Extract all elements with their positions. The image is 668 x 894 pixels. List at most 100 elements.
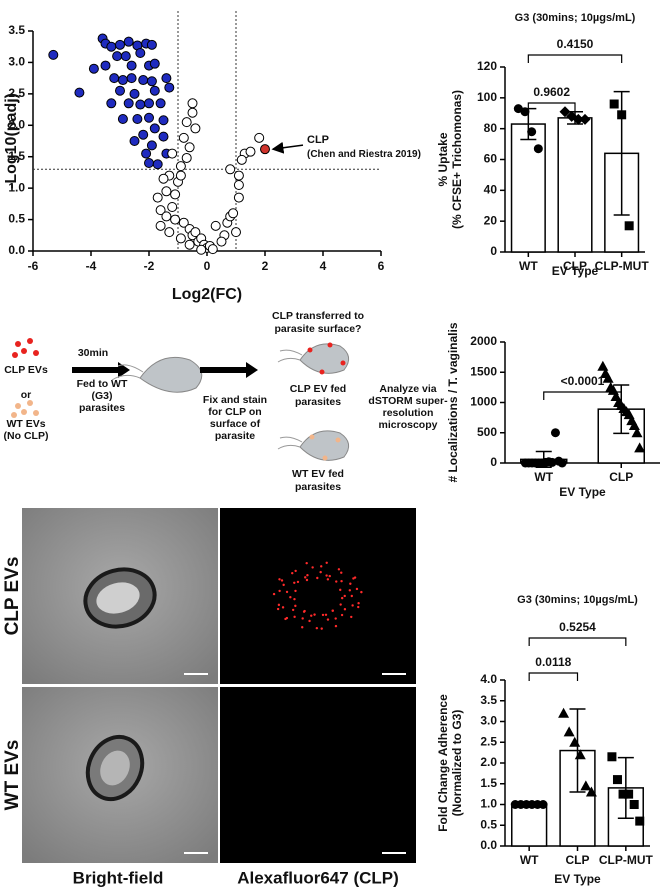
annotation: (Chen and Riestra 2019) <box>307 149 421 160</box>
label: parasites <box>295 481 341 493</box>
signal-dot <box>306 573 309 577</box>
label: CLP transferred to <box>272 310 364 322</box>
x-tick-label: CLP-MUT <box>595 259 650 273</box>
signal-dot <box>311 566 314 569</box>
annotation-arrow <box>271 141 304 154</box>
point <box>624 789 634 799</box>
point <box>231 227 241 238</box>
point <box>167 202 178 212</box>
point <box>149 123 160 134</box>
point <box>155 98 166 109</box>
point <box>138 129 149 140</box>
y-tick-label: 3.0 <box>8 55 25 69</box>
signal-dot <box>339 588 342 592</box>
point <box>538 800 548 809</box>
y-tick-label: 20 <box>484 213 498 227</box>
point <box>129 136 140 146</box>
signal-dot <box>343 594 346 598</box>
point <box>106 98 117 109</box>
signal-dot <box>353 576 357 579</box>
point <box>190 123 201 134</box>
label: parasite surface? <box>275 323 362 335</box>
label: (No CLP) <box>4 430 49 442</box>
point <box>585 786 597 797</box>
y-tick-label: 500 <box>477 425 497 439</box>
x-tick-label: CLP <box>566 853 590 867</box>
x-axis-label: EV Type <box>552 264 599 278</box>
schematic: CLP EVs or WT EVs (No CLP) 30min Fed to … <box>4 310 449 493</box>
point <box>117 75 128 86</box>
point <box>132 114 143 124</box>
point <box>129 88 140 99</box>
point <box>146 140 157 151</box>
point <box>141 148 152 159</box>
point <box>196 244 207 255</box>
signal-dot <box>337 568 341 571</box>
parasite <box>111 356 203 393</box>
label: WT EVs <box>6 418 45 430</box>
point <box>617 110 627 120</box>
point <box>112 51 123 62</box>
signal-dot <box>276 607 280 611</box>
label: parasites <box>79 402 125 414</box>
column-label: Bright-field <box>73 868 164 887</box>
cell <box>85 734 145 802</box>
signal-dot <box>301 626 304 629</box>
point <box>126 73 137 84</box>
p-value: 0.9602 <box>533 85 570 99</box>
y-axis-label: Fold Change Adherence <box>436 694 450 832</box>
y-tick-label: 0.5 <box>480 817 497 831</box>
y-tick-label: 1.0 <box>480 797 497 811</box>
signal-dot <box>305 578 309 582</box>
signal-dot <box>355 587 359 591</box>
signal-dot <box>334 617 337 620</box>
signal-dot <box>277 603 281 607</box>
point <box>152 192 163 203</box>
label: microscopy <box>379 419 438 431</box>
point <box>170 214 181 225</box>
signal-dot <box>282 583 285 587</box>
y-tick-label: 4.0 <box>480 672 497 686</box>
wt-ev-dots <box>11 400 39 418</box>
point <box>225 164 236 175</box>
point <box>175 161 186 172</box>
bar <box>511 803 548 847</box>
x-tick-label: -2 <box>144 259 155 273</box>
error-bar <box>569 708 586 793</box>
signal-dot <box>334 624 338 628</box>
y-axis-label: % Uptake <box>436 132 450 186</box>
point <box>146 39 157 50</box>
signal-dot <box>289 596 292 599</box>
point <box>158 131 169 142</box>
p-value: 0.5254 <box>559 620 596 634</box>
point <box>138 75 149 86</box>
y-tick-label: 3.5 <box>480 693 497 707</box>
signal-dot <box>285 616 289 620</box>
image-fluorescence <box>220 687 416 863</box>
label: Analyze via <box>379 383 436 395</box>
point <box>155 220 166 231</box>
signal-dot <box>357 605 360 609</box>
y-tick-label: 0.0 <box>8 243 25 257</box>
signal-dot <box>348 589 352 592</box>
point <box>210 220 221 231</box>
y-tick-label: 2000 <box>470 334 497 348</box>
point <box>144 98 154 109</box>
signal-dot <box>326 578 330 581</box>
cell <box>83 567 157 629</box>
signal-dot <box>294 589 297 593</box>
signal-dot <box>294 569 297 573</box>
signal-dot <box>349 582 352 585</box>
y-tick-label: 2.0 <box>8 117 25 131</box>
y-axis-label: (% CFSE+ Trichomonas) <box>450 90 464 229</box>
x-tick-label: WT <box>534 470 553 484</box>
point <box>602 372 614 383</box>
y-tick-label: 3.5 <box>8 23 25 37</box>
point <box>236 154 247 165</box>
x-tick-label: 6 <box>378 259 385 273</box>
chart-title: G3 (30mins; 10µgs/mL) <box>515 12 636 24</box>
signal-dot <box>301 617 304 620</box>
microscopy-panel: CLP EVs WT EVs Bright-field Alexafluor64… <box>2 508 416 887</box>
x-tick-label: -4 <box>86 259 97 273</box>
signal-dot <box>285 590 289 594</box>
